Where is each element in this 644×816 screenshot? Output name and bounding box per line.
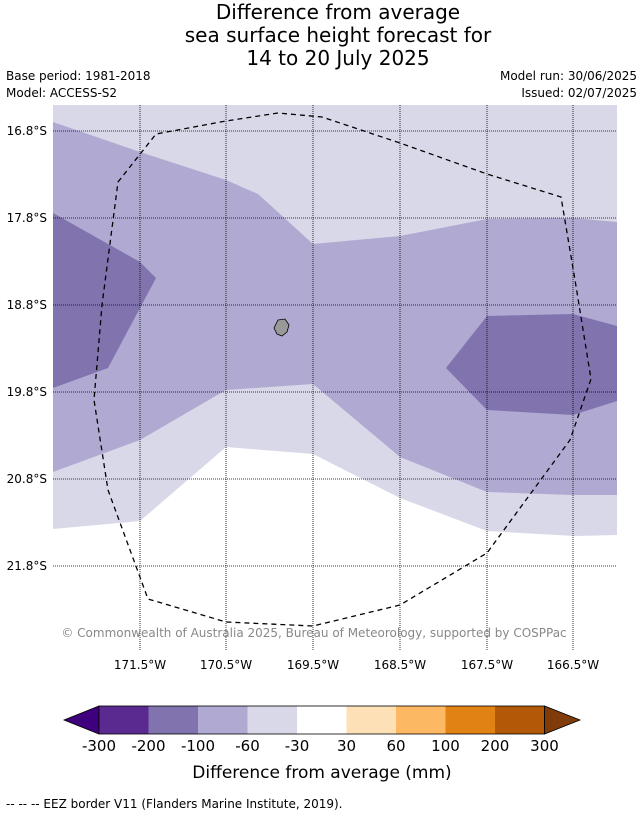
- lat-label: 17.8°S: [7, 211, 47, 225]
- anomaly-band-minus100-west: [53, 213, 156, 388]
- anomaly-band-minus60: [53, 122, 617, 495]
- lon-label: 166.5°W: [547, 658, 599, 672]
- lon-label: 168.5°W: [374, 658, 426, 672]
- colorbar-tick-label: -300: [81, 737, 117, 755]
- copyright-text: © Commonwealth of Australia 2025, Bureau…: [61, 626, 566, 640]
- colorbar-extend-high: [544, 705, 582, 735]
- latitude-labels: 16.8°S 17.8°S 18.8°S 19.8°S 20.8°S 21.8°S: [7, 124, 47, 573]
- lon-label: 171.5°W: [114, 658, 166, 672]
- longitude-labels: 171.5°W 170.5°W 169.5°W 168.5°W 167.5°W 166.5…: [114, 658, 599, 672]
- model-run: Model run: 30/06/2025: [499, 69, 637, 83]
- base-period: Base period: 1981-2018: [6, 69, 151, 83]
- map-area: © Commonwealth of Australia 2025, Bureau…: [53, 105, 617, 650]
- lat-label: 16.8°S: [7, 124, 47, 138]
- niue-island: [273, 318, 290, 337]
- colorbar-swatch: [346, 706, 396, 734]
- colorbar: [62, 705, 582, 735]
- anomaly-band-minus100-east: [446, 314, 617, 415]
- colorbar-swatch: [445, 706, 495, 734]
- colorbar-extend-low: [62, 705, 100, 735]
- eez-footnote: -- -- -- EEZ border V11 (Flanders Marine…: [6, 797, 343, 811]
- colorbar-tick-label: 60: [386, 737, 406, 755]
- title-line-1: Difference from average: [215, 0, 461, 24]
- colorbar-tick-label: -200: [131, 737, 166, 755]
- eez-border: [93, 112, 592, 627]
- model-name: Model: ACCESS-S2: [6, 86, 118, 100]
- title-line-3: 14 to 20 July 2025: [246, 46, 430, 70]
- lon-label: 167.5°W: [461, 658, 513, 672]
- issued-date: Issued: 02/07/2025: [521, 86, 637, 100]
- graticule: [53, 105, 617, 650]
- colorbar-title: Difference from average (mm): [192, 763, 452, 783]
- lat-label: 18.8°S: [7, 298, 47, 312]
- colorbar-swatch: [99, 706, 149, 734]
- lat-label: 21.8°S: [7, 559, 47, 573]
- colorbar-swatch: [247, 706, 297, 734]
- colorbar-tick-label: 100: [431, 737, 460, 755]
- lon-label: 169.5°W: [287, 658, 339, 672]
- colorbar-tick-label: -30: [284, 737, 310, 755]
- colorbar-swatch: [495, 706, 545, 734]
- colorbar-tick-label: -100: [180, 737, 216, 755]
- lat-label: 19.8°S: [7, 385, 47, 399]
- colorbar-swatch: [198, 706, 248, 734]
- colorbar-tick-label: 200: [480, 737, 510, 755]
- colorbar-tick-label: 30: [336, 737, 357, 755]
- lon-label: 170.5°W: [200, 658, 252, 672]
- colorbar-tick-label: 300: [530, 737, 559, 755]
- colorbar-swatch: [297, 706, 347, 734]
- colorbar-border: [98, 705, 545, 735]
- title-line-2: sea surface height forecast for: [184, 23, 492, 47]
- lat-label: 20.8°S: [7, 472, 47, 486]
- colorbar-swatch: [148, 706, 198, 734]
- colorbar-tick-label: -60: [235, 737, 260, 755]
- colorbar-swatch: [396, 706, 446, 734]
